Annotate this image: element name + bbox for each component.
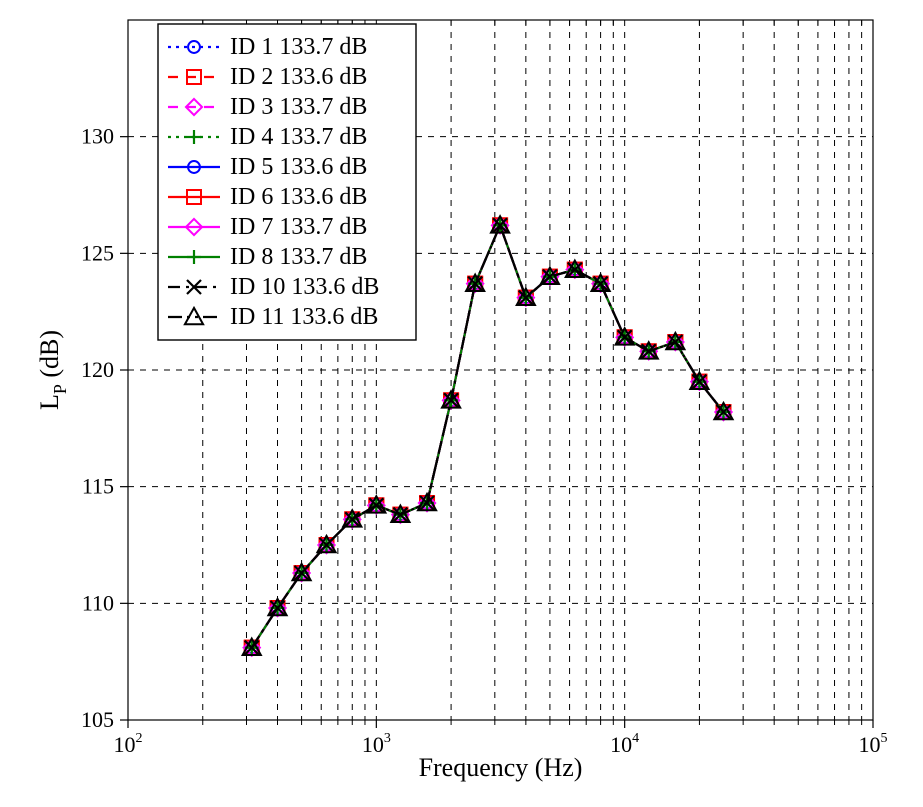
y-tick-label: 115 [82,474,114,499]
legend-entry: ID 10 133.6 dB [230,274,379,300]
legend-entry: ID 3 133.7 dB [230,94,367,120]
legend: ID 1 133.7 dB ID 2 133.6 dB ID 3 133.7 dB I… [158,24,416,340]
legend-entry: ID 7 133.7 dB [230,214,367,240]
x-axis-label: Frequency (Hz) [419,753,583,782]
y-tick-label: 110 [82,590,114,615]
legend-entry: ID 4 133.7 dB [230,124,367,150]
legend-entry: ID 2 133.6 dB [230,64,367,90]
legend-entry: ID 11 133.6 dB [230,304,378,330]
chart-container: 105110115120125130102103104105Frequency … [0,0,923,807]
legend-entry: ID 8 133.7 dB [230,244,367,270]
y-tick-label: 130 [81,124,114,149]
y-tick-label: 120 [81,357,114,382]
legend-entry: ID 6 133.6 dB [230,184,367,210]
y-tick-label: 105 [81,707,114,732]
y-tick-label: 125 [81,240,114,265]
legend-entry: ID 5 133.6 dB [230,154,367,180]
lp-frequency-chart: 105110115120125130102103104105Frequency … [0,0,923,807]
legend-entry: ID 1 133.7 dB [230,34,367,60]
